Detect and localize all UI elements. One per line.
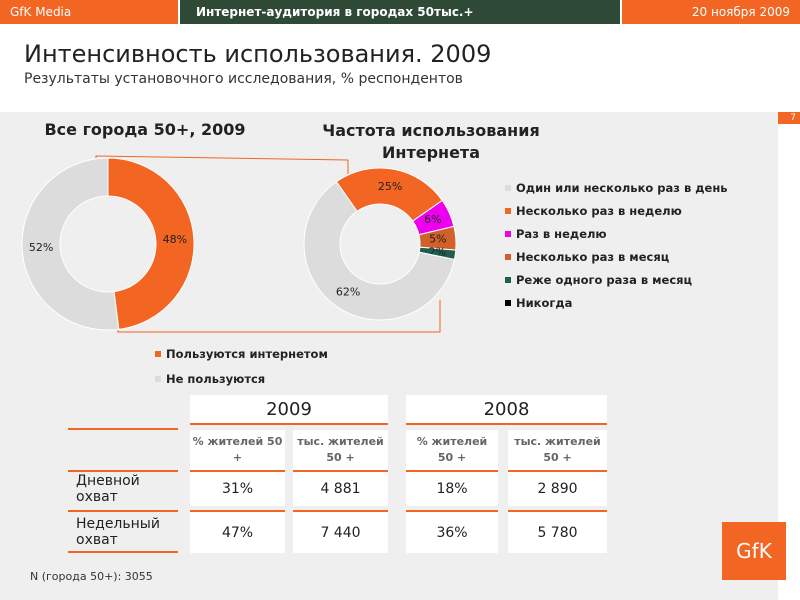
table-cell: 18% <box>406 470 498 506</box>
legend-item: Раз в неделю <box>505 226 607 242</box>
legend-label: Несколько раз в месяц <box>516 250 670 264</box>
legend-item: Один или несколько раз в день <box>505 180 728 196</box>
rule <box>68 428 178 430</box>
data-label: 5% <box>429 233 446 246</box>
legend-swatch <box>155 376 161 382</box>
legend-swatch <box>505 208 511 214</box>
legend-label: Несколько раз в неделю <box>516 204 682 218</box>
data-label: 6% <box>424 213 441 226</box>
date: 20 ноября 2009 <box>622 0 800 24</box>
legend-swatch <box>505 231 511 237</box>
table-cell: 5 780 <box>508 510 607 553</box>
donut-slice <box>303 181 455 321</box>
page-number: 7 <box>778 112 800 124</box>
connector <box>95 155 349 174</box>
data-label: 62% <box>336 285 360 298</box>
column-header: % жителей 50 + <box>406 430 498 470</box>
donut-slice <box>335 167 443 222</box>
legend-item: Пользуются интернетом <box>155 346 328 362</box>
legend-item: Реже одного раза в месяц <box>505 272 692 288</box>
legend-swatch <box>505 254 511 260</box>
row-label: Недельный охват <box>68 510 178 553</box>
chart-title: Все города 50+, 2009 <box>44 120 246 139</box>
legend-item: Несколько раз в месяц <box>505 249 669 265</box>
brand: GfK Media <box>0 0 178 24</box>
header-title: Интернет-аудитория в городах 50тыс.+ <box>180 0 620 24</box>
donut-slice <box>107 157 195 330</box>
legend-label: Не пользуются <box>166 372 266 386</box>
column-header: тыс. жителей 50 + <box>293 430 388 470</box>
table-cell: 7 440 <box>293 510 388 553</box>
legend-label: Один или несколько раз в день <box>516 181 728 195</box>
logo: GfK <box>722 522 786 580</box>
legend-label: Пользуются интернетом <box>166 347 328 361</box>
column-header: тыс. жителей 50 + <box>508 430 607 470</box>
group-header: 2009 <box>190 395 388 425</box>
data-label: 48% <box>163 233 187 246</box>
group-header: 2008 <box>406 395 607 425</box>
data-label: 25% <box>378 180 402 193</box>
table-cell: 36% <box>406 510 498 553</box>
legend-label: Реже одного раза в месяц <box>516 273 693 287</box>
table-cell: 31% <box>190 470 285 506</box>
table-cell: 2 890 <box>508 470 607 506</box>
connector <box>117 300 441 333</box>
chart-title: Частота использования Интернета <box>322 121 540 162</box>
legend-item: Никогда <box>505 295 572 311</box>
footnote: N (города 50+): 3055 <box>30 570 153 583</box>
donut-slice <box>21 157 120 331</box>
table-cell: 47% <box>190 510 285 553</box>
slide-title: Интенсивность использования. 2009 <box>24 40 492 68</box>
legend-swatch <box>505 300 511 306</box>
legend-label: Раз в неделю <box>516 227 607 241</box>
slide-subtitle: Результаты установочного исследования, %… <box>24 71 463 87</box>
legend-swatch <box>505 185 511 191</box>
legend-label: Никогда <box>516 296 573 310</box>
legend-swatch <box>155 351 161 357</box>
data-label: 52% <box>29 241 53 254</box>
legend-item: Не пользуются <box>155 371 265 387</box>
legend-swatch <box>505 277 511 283</box>
column-header: % жителей 50 + <box>190 430 285 470</box>
row-label: Дневной охват <box>68 470 178 506</box>
legend-item: Несколько раз в неделю <box>505 203 682 219</box>
table-cell: 4 881 <box>293 470 388 506</box>
